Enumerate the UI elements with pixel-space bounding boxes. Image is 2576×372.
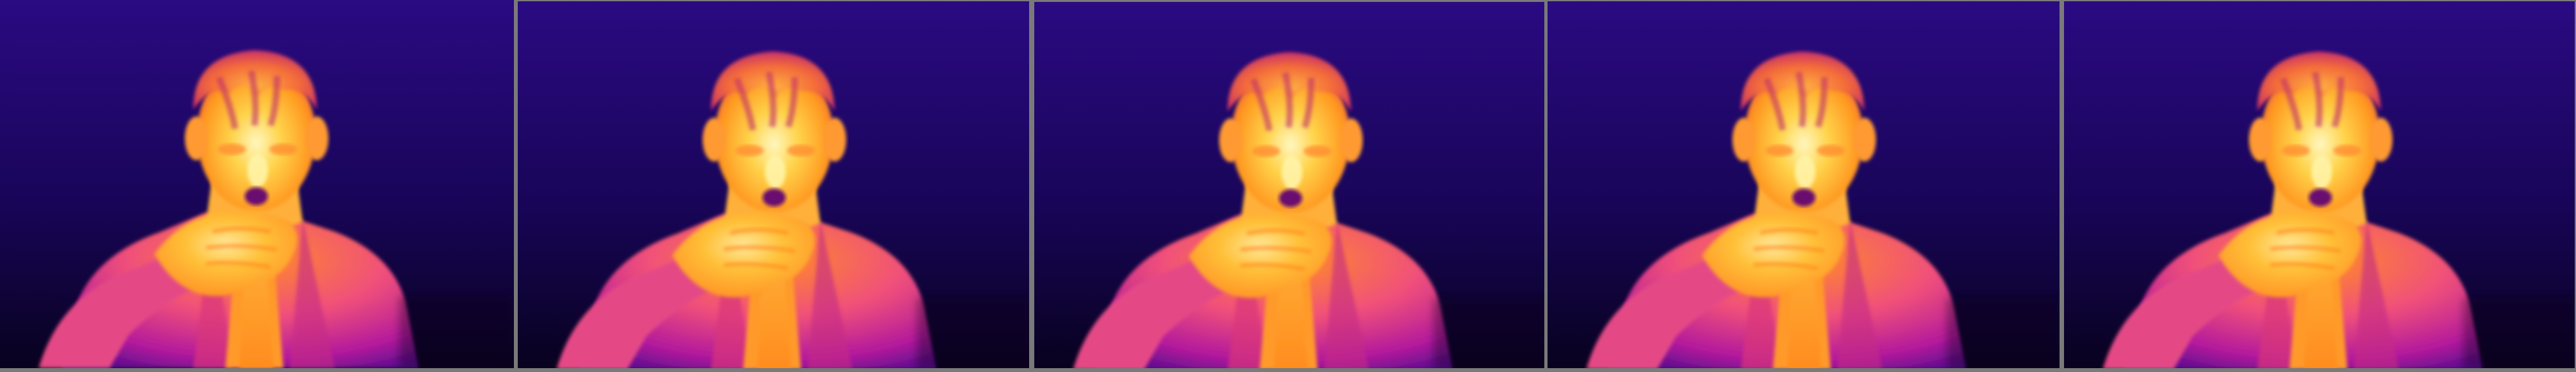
thermal-figure-5 (2061, 0, 2575, 368)
thermal-figure-4 (1546, 0, 2060, 368)
thermal-figure-3 (1030, 0, 1544, 368)
thermal-frame-3 (1030, 0, 1544, 368)
thermal-frame-4 (1546, 0, 2060, 368)
thermal-frame-5 (2061, 0, 2575, 368)
thermal-frame-1 (0, 0, 514, 368)
thermal-frame-2 (515, 0, 1029, 368)
thermal-figure-2 (515, 0, 1029, 368)
thermal-figure-1 (0, 0, 514, 368)
